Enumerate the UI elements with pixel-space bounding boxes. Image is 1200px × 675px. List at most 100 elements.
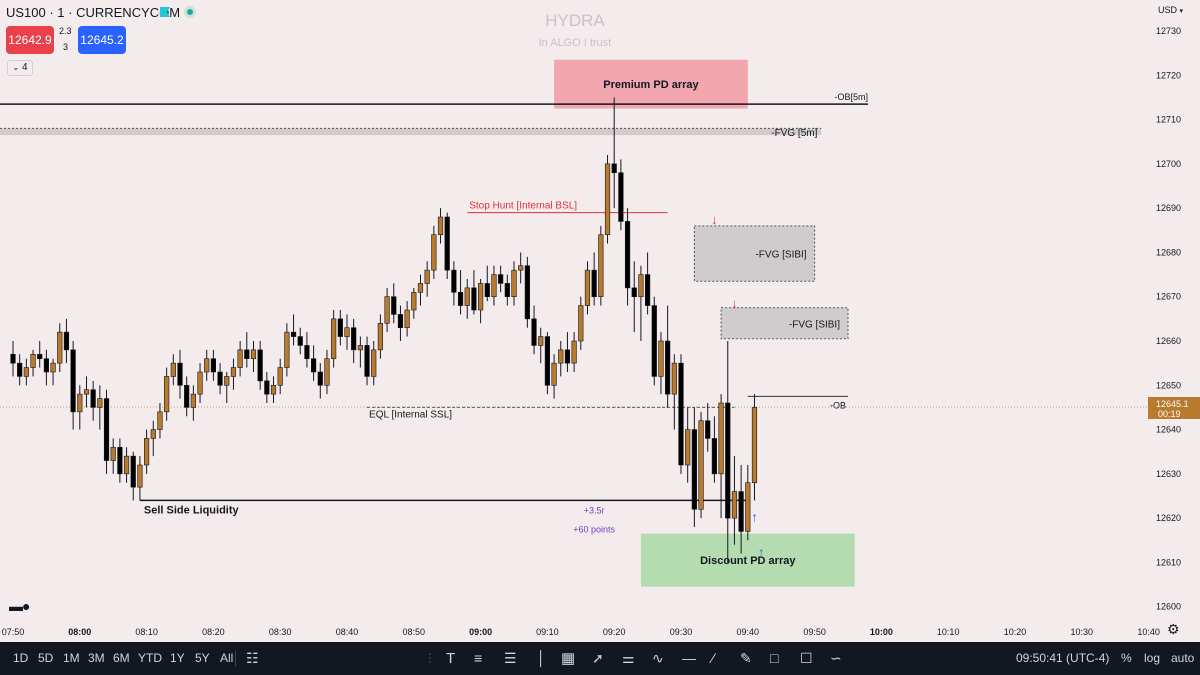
- candle-body: [324, 358, 330, 386]
- arrow-down-icon: ↓: [731, 296, 738, 311]
- candle-body: [284, 331, 290, 368]
- zone-label: Premium PD array: [603, 79, 699, 91]
- indicators-toggle[interactable]: ⌄ 4: [7, 60, 33, 76]
- candle-body: [558, 349, 564, 364]
- timeframe-1d[interactable]: 1D: [13, 651, 29, 665]
- time-tick-label: 10:40: [1137, 627, 1160, 637]
- timeframe-1y[interactable]: 1Y: [170, 651, 185, 665]
- zone-box: [554, 59, 748, 109]
- candle-body: [304, 345, 310, 360]
- scale-option-log[interactable]: log: [1144, 651, 1161, 665]
- zone-box: [693, 225, 816, 282]
- candle-body: [97, 398, 103, 408]
- grip-icon[interactable]: ⋮: [424, 651, 436, 665]
- path-tool-icon[interactable]: ∿: [652, 650, 664, 666]
- candle-body: [257, 349, 263, 382]
- brush-tool-icon[interactable]: ✎: [740, 650, 752, 666]
- scale-option-percent[interactable]: %: [1121, 651, 1132, 665]
- candle-body: [344, 327, 350, 337]
- text-tool-icon[interactable]: T: [446, 650, 456, 667]
- price-axis[interactable]: 12600 12610 12620 12630 12640 12650 12660 12670…: [1148, 0, 1200, 620]
- callout-tool-icon[interactable]: ☐: [800, 650, 813, 666]
- parallel-channel-icon[interactable]: ⚌: [622, 650, 635, 666]
- candle-body: [725, 402, 731, 519]
- candle-body: [644, 274, 651, 306]
- arrow-down-icon: ↓: [711, 212, 718, 227]
- zone-box: [0, 128, 822, 136]
- candle-body: [357, 345, 363, 351]
- currency-selector[interactable]: USD ▾: [1158, 5, 1183, 15]
- pitchfork-tool-icon[interactable]: ≡: [474, 650, 483, 666]
- timeframe-1m[interactable]: 1M: [63, 651, 80, 665]
- candle-body: [57, 331, 63, 364]
- time-tick-label: 09:20: [603, 627, 626, 637]
- chart-area[interactable]: Premium PD array -FVG [5m] -FVG [SIBI] -FVG…: [0, 0, 1148, 620]
- candle-body: [477, 283, 484, 311]
- time-axis-canvas[interactable]: 07:50 08:00 08:10 08:20 08:30 08:40 08:50 09:00…: [0, 620, 1200, 642]
- curve-tool-icon[interactable]: ∽: [830, 650, 842, 666]
- last-price-badge: [1148, 396, 1200, 419]
- candle-body: [197, 371, 203, 395]
- candle-body: [10, 353, 16, 364]
- price-tick-label: 12690: [1156, 203, 1181, 213]
- bottom-toolbar: 1D 5D 1M 3M 6M YTD 1Y 5Y All ☷ ⋮ T ≡ ☰ │ ▦ ➚ ⚌ ∿…: [0, 642, 1200, 675]
- candle-body: [598, 234, 604, 298]
- candle-body: [624, 221, 631, 289]
- clock-display[interactable]: 09:50:41 (UTC-4): [1016, 651, 1110, 665]
- grid-tool-icon[interactable]: ▦: [561, 650, 576, 667]
- chart-canvas[interactable]: Premium PD array -FVG [5m] -FVG [SIBI] -FVG…: [0, 0, 1148, 620]
- timeframe-6m[interactable]: 6M: [113, 651, 130, 665]
- trendline-tool-icon[interactable]: ➚: [592, 650, 604, 666]
- candle-body: [431, 234, 437, 271]
- time-tick-label: 09:00: [469, 627, 492, 637]
- sell-button[interactable]: 12642.9: [6, 26, 54, 54]
- candle-body: [745, 482, 751, 532]
- timeframe-3m[interactable]: 3M: [88, 651, 105, 665]
- candle-body: [444, 216, 450, 271]
- date-range-icon[interactable]: ☷: [246, 650, 259, 666]
- candle-body: [210, 358, 217, 373]
- zone-box: [720, 307, 849, 340]
- candle-body: [591, 269, 597, 298]
- candle-body: [551, 362, 557, 386]
- timeframe-all[interactable]: All: [220, 651, 234, 665]
- symbol-title[interactable]: US100 · 1 · CURRENCYCOM: [6, 5, 181, 20]
- cursor-line-icon[interactable]: │: [537, 650, 546, 666]
- time-axis[interactable]: 07:50 08:00 08:10 08:20 08:30 08:40 08:50 09:00…: [0, 620, 1200, 642]
- candle-body: [290, 331, 297, 337]
- timeframe-5y[interactable]: 5Y: [195, 651, 210, 665]
- buy-button[interactable]: 12645.2: [78, 26, 126, 54]
- settings-icon[interactable]: ⚙: [1167, 621, 1180, 637]
- candle-body: [464, 287, 470, 306]
- scale-option-auto[interactable]: auto: [1171, 651, 1195, 665]
- candle-body: [504, 283, 510, 298]
- timeframe-5d[interactable]: 5D: [38, 651, 54, 665]
- candle-body: [658, 340, 664, 377]
- price-tick-label: 12680: [1156, 247, 1181, 257]
- candle-body: [457, 291, 464, 306]
- candle-body: [164, 376, 170, 413]
- spread-bottom: 3: [63, 42, 69, 52]
- candle-body: [384, 296, 390, 324]
- timeframe-ytd[interactable]: YTD: [138, 651, 162, 665]
- rectangle-tool-icon[interactable]: □: [770, 650, 779, 666]
- horizontal-line-icon[interactable]: —: [682, 650, 696, 666]
- candle-body: [177, 362, 183, 386]
- candle-body: [337, 318, 343, 337]
- fib-tool-icon[interactable]: ☰: [504, 650, 517, 666]
- chevron-down-icon: ⌄: [12, 63, 20, 72]
- candle-body: [103, 398, 110, 461]
- time-tick-label: 08:00: [68, 627, 91, 637]
- candle-body: [738, 491, 744, 532]
- price-axis-canvas[interactable]: 12600 12610 12620 12630 12640 12650 12660 12670…: [1148, 0, 1200, 620]
- time-tick-label: 08:50: [403, 627, 426, 637]
- ray-tool-icon[interactable]: ∕: [712, 650, 715, 666]
- time-tick-label: 08:20: [202, 627, 225, 637]
- price-tick-label: 12600: [1156, 602, 1181, 612]
- candle-body: [270, 384, 277, 395]
- candle-body: [83, 389, 90, 395]
- price-tick-label: 12670: [1156, 292, 1181, 302]
- time-tick-label: 08:40: [336, 627, 359, 637]
- candle-body: [564, 349, 571, 364]
- candle-body: [364, 345, 370, 377]
